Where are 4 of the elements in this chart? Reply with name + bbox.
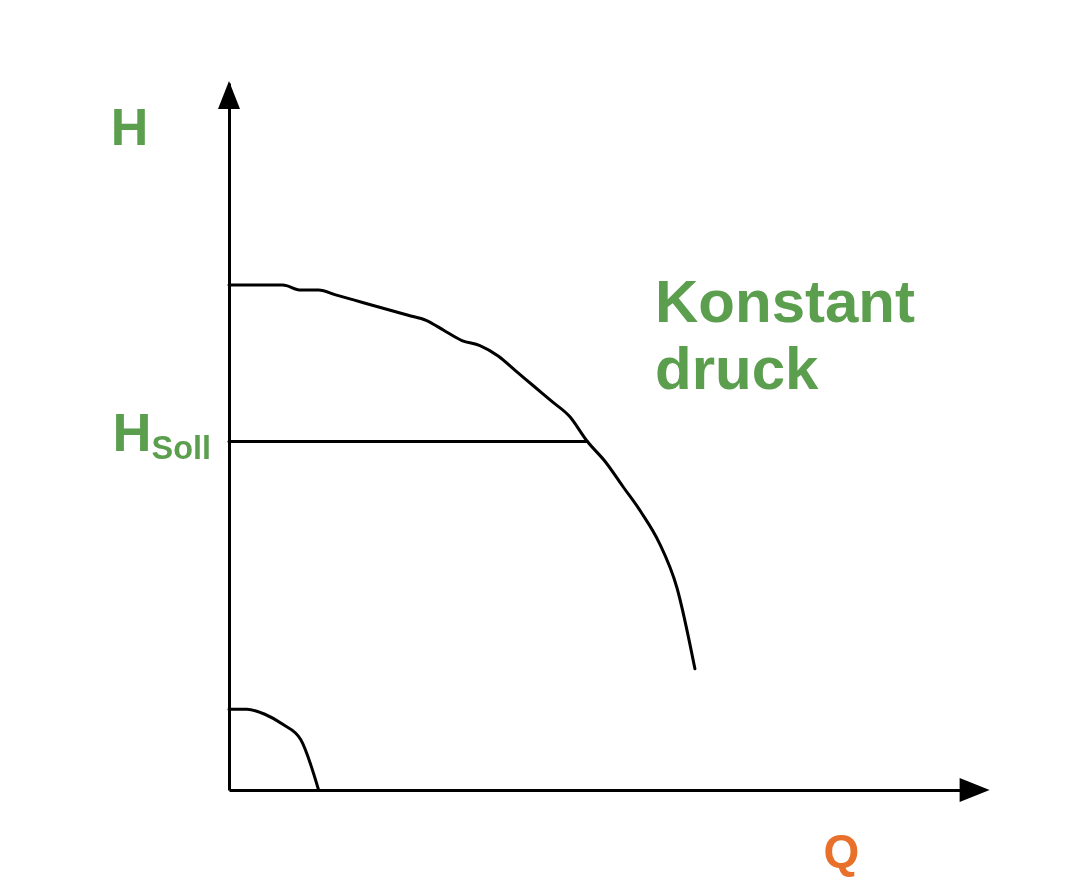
text: H$_{Soll}$ [112, 401, 211, 468]
y-axis-title: H [110, 97, 149, 156]
annotation: Konstant druck [655, 268, 915, 403]
x-axis-title: Q [823, 824, 860, 877]
